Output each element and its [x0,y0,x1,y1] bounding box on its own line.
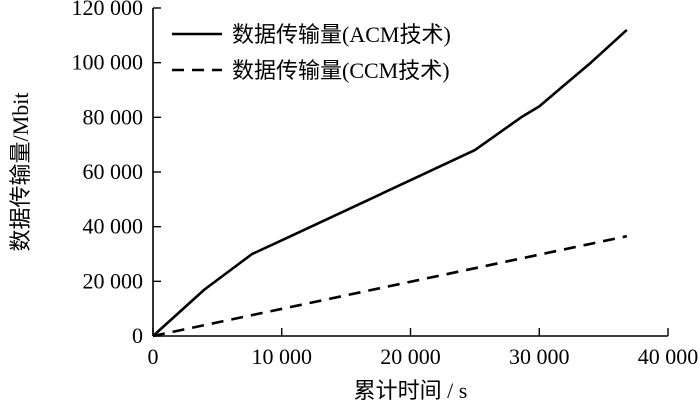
y-tick-label: 20 000 [83,268,144,293]
x-tick-label: 20 000 [380,344,441,369]
legend: 数据传输量(ACM技术) 数据传输量(CCM技术) [172,22,451,83]
y-tick-label: 40 000 [83,214,144,239]
y-tick-label: 0 [132,323,143,348]
y-tick-label: 80 000 [83,104,144,129]
y-tick-label: 60 000 [83,159,144,184]
y-tick-label: 120 000 [72,0,144,20]
x-tick-label: 40 000 [638,344,699,369]
series [152,28,628,338]
y-axis-label: 数据传输量/Mbit [8,93,33,252]
series-line-acm [152,28,628,337]
x-tick-label: 0 [148,344,159,369]
legend-label-ccm: 数据传输量(CCM技术) [232,58,450,83]
x-axis-label: 累计时间 / s [354,378,468,403]
ticks: 0 10 000 20 000 30 000 40 000 0 20 000 40 000 60… [72,0,699,369]
legend-label-acm: 数据传输量(ACM技术) [232,22,451,47]
y-tick-label: 100 000 [72,50,144,75]
series-line-ccm [152,234,628,338]
x-tick-label: 10 000 [252,344,313,369]
x-tick-label: 30 000 [509,344,570,369]
